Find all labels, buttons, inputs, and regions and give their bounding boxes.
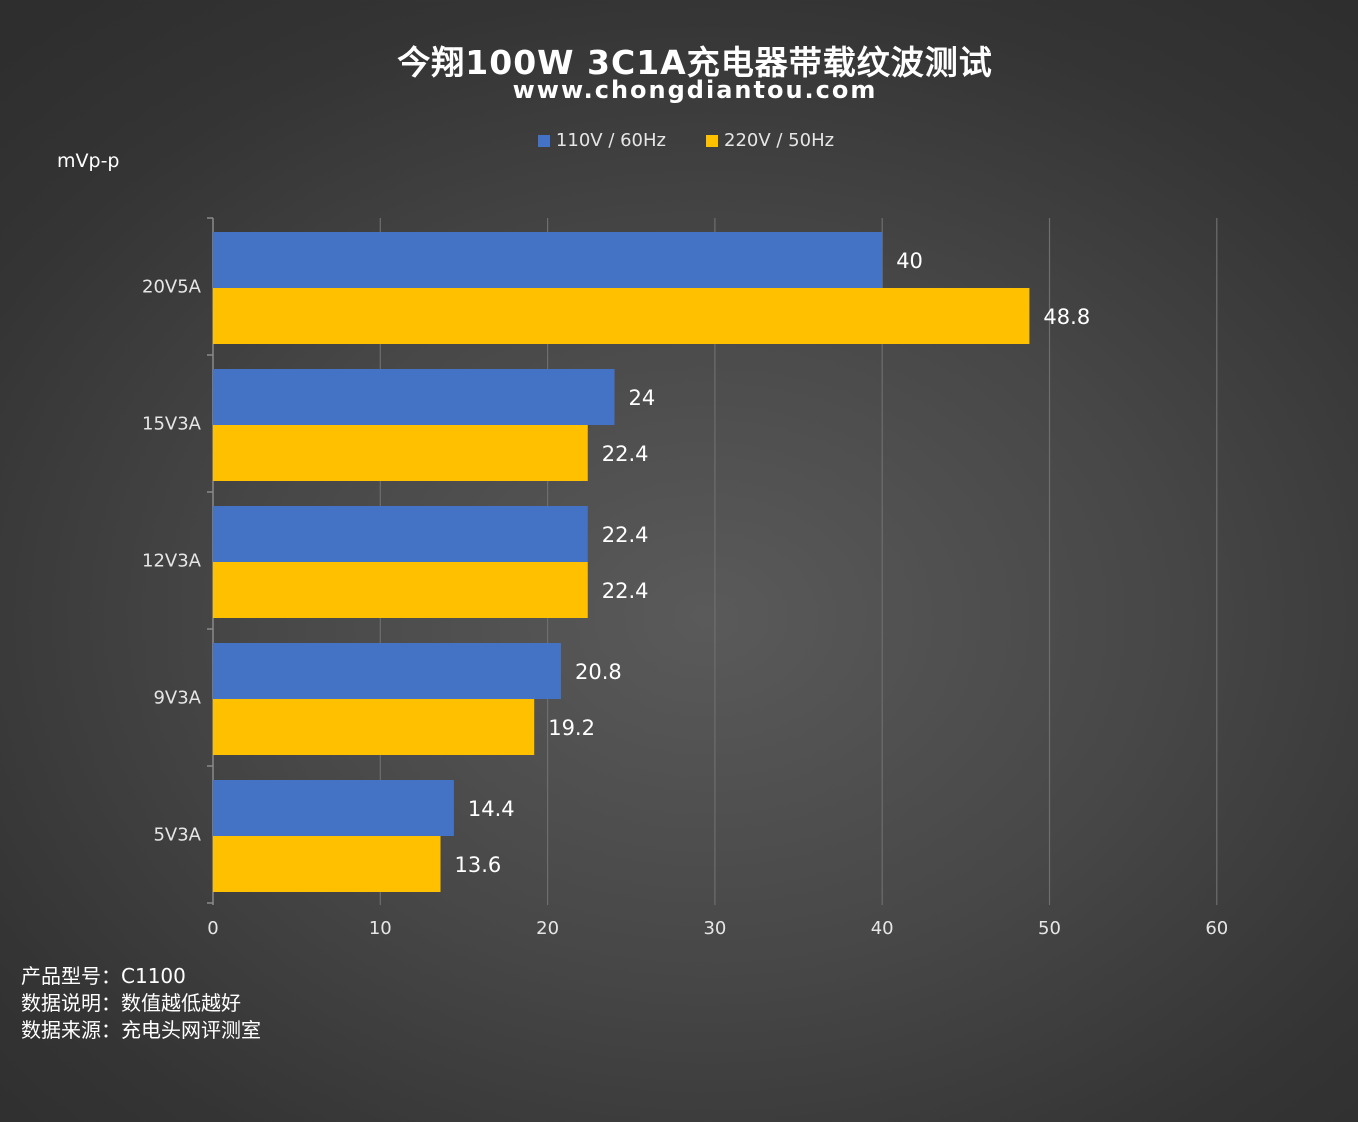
data-label: 24 — [629, 386, 656, 410]
legend-label-series-1: 110V / 60Hz — [555, 130, 666, 151]
x-tick-label: 10 — [369, 918, 392, 939]
bar-series-1 — [213, 232, 883, 288]
chart-title: 今翔100W 3C1A充电器带载纹波测试 — [397, 43, 993, 82]
legend-swatch-series-1 — [537, 134, 550, 147]
legend-swatch-series-2 — [706, 134, 718, 147]
data-label: 22.4 — [602, 442, 649, 466]
x-tick-label: 60 — [1205, 918, 1228, 939]
bar-series-2 — [213, 836, 441, 892]
data-label: 40 — [896, 249, 923, 273]
bar-series-1 — [213, 506, 588, 562]
bar-series-1 — [213, 369, 615, 425]
legend-label-series-2: 220V / 50Hz — [724, 130, 835, 151]
x-tick-label: 30 — [703, 918, 726, 939]
bar-series-1 — [213, 643, 561, 699]
x-tick-label: 20 — [536, 918, 559, 939]
notes: 产品型号：C1100 数据说明：数值越低越好 数据来源：充电头网评测室 — [21, 963, 261, 1044]
bar-series-1 — [213, 780, 454, 836]
chart-subtitle: www.chongdiantou.com — [512, 76, 878, 104]
note-source: 数据来源：充电头网评测室 — [21, 1018, 261, 1042]
data-label: 19.2 — [548, 716, 595, 740]
data-label: 14.4 — [468, 797, 515, 821]
category-label: 5V3A — [153, 825, 201, 846]
y-unit-label: mVp-p — [57, 150, 120, 172]
legend: 110V / 60Hz 220V / 50Hz — [0, 130, 1358, 151]
data-label: 22.4 — [602, 523, 649, 547]
bar-chart: 0 10 20 30 40 50 60 20V5A 40 48.8 15V3A 24 22.4 12V3A… — [142, 217, 1228, 939]
category-label: 20V5A — [142, 277, 202, 298]
category-label: 9V3A — [153, 688, 201, 709]
bar-series-2 — [213, 425, 588, 481]
data-label: 13.6 — [455, 853, 502, 877]
x-tick-label: 50 — [1038, 918, 1061, 939]
note-explanation: 数据说明：数值越低越好 — [21, 991, 241, 1015]
legend-item-series-2: 220V / 50Hz — [706, 130, 834, 151]
category-label: 12V3A — [142, 551, 202, 572]
data-label: 48.8 — [1043, 305, 1090, 329]
data-label: 20.8 — [575, 660, 622, 684]
data-label: 22.4 — [602, 579, 649, 603]
bar-series-2 — [213, 699, 535, 755]
bar-series-2 — [213, 562, 588, 618]
note-model: 产品型号：C1100 — [21, 964, 186, 988]
bar-series-2 — [213, 288, 1030, 344]
legend-item-series-1: 110V / 60Hz — [537, 130, 666, 151]
category-label: 15V3A — [142, 414, 202, 435]
x-tick-label: 0 — [207, 918, 218, 939]
x-tick-label: 40 — [871, 918, 894, 939]
